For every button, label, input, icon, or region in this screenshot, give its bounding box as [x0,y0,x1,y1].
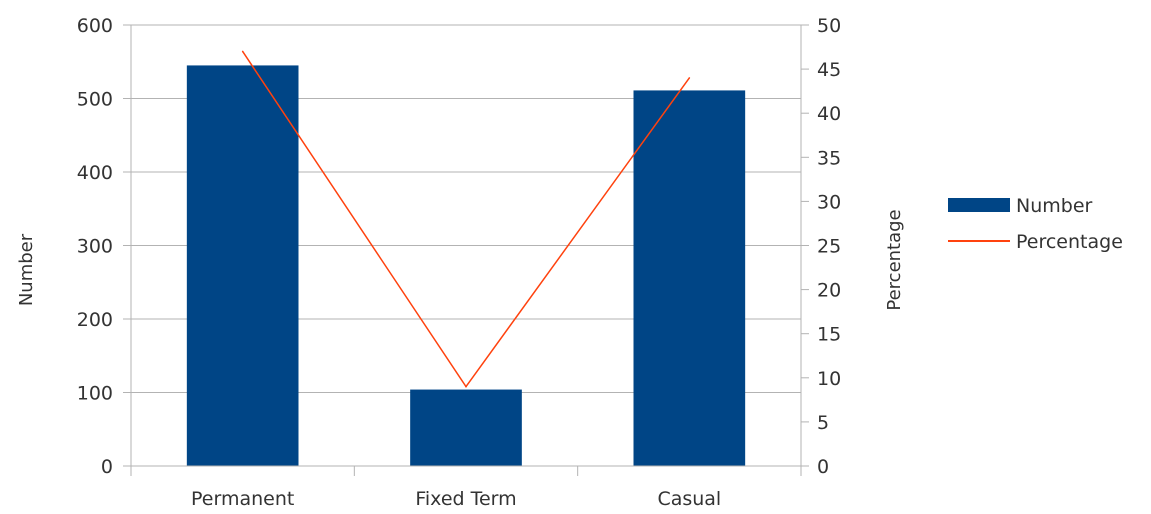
bar-casual [633,90,746,466]
left-tick-label: 600 [77,15,113,37]
left-tick-label: 100 [77,383,113,405]
right-tick-label: 45 [817,59,841,81]
right-axis-ticks: 0 5 10 15 20 25 30 35 40 45 50 [817,15,841,478]
legend-swatch-number [948,198,1010,212]
percentage-line [242,51,690,388]
left-tick-label: 500 [77,89,113,111]
right-tick-label: 20 [817,280,841,302]
category-labels: Permanent Fixed Term Casual [191,488,721,510]
right-tick-label: 30 [817,191,841,213]
right-tick-label: 35 [817,147,841,169]
right-axis-title: Percentage [884,209,905,310]
left-tick-label: 200 [77,309,113,331]
right-tick-label: 50 [817,15,841,37]
category-label: Permanent [191,488,294,510]
right-tick-label: 10 [817,368,841,390]
left-axis-ticks: 0 100 200 300 400 500 600 [77,15,113,478]
category-label: Casual [657,488,721,510]
line-series [241,50,691,388]
left-axis-title: Number [16,233,37,306]
percentage-point [465,385,467,388]
left-tick-label: 300 [77,236,113,258]
legend-label-number: Number [1016,195,1093,217]
percentage-point [241,50,244,53]
bar-series [186,65,746,467]
bar-fixed-term [410,389,522,466]
percentage-point [688,77,691,79]
category-label: Fixed Term [415,488,516,510]
bar-permanent [186,65,299,467]
legend: Number Percentage [948,195,1123,253]
right-tick-label: 5 [817,412,829,434]
right-tick-label: 25 [817,236,841,258]
right-tick-label: 40 [817,103,841,125]
legend-label-percentage: Percentage [1016,231,1123,253]
axes [123,24,809,476]
right-tick-label: 0 [817,456,829,478]
right-tick-label: 15 [817,324,841,346]
left-tick-label: 0 [101,456,113,478]
left-tick-label: 400 [77,162,113,184]
